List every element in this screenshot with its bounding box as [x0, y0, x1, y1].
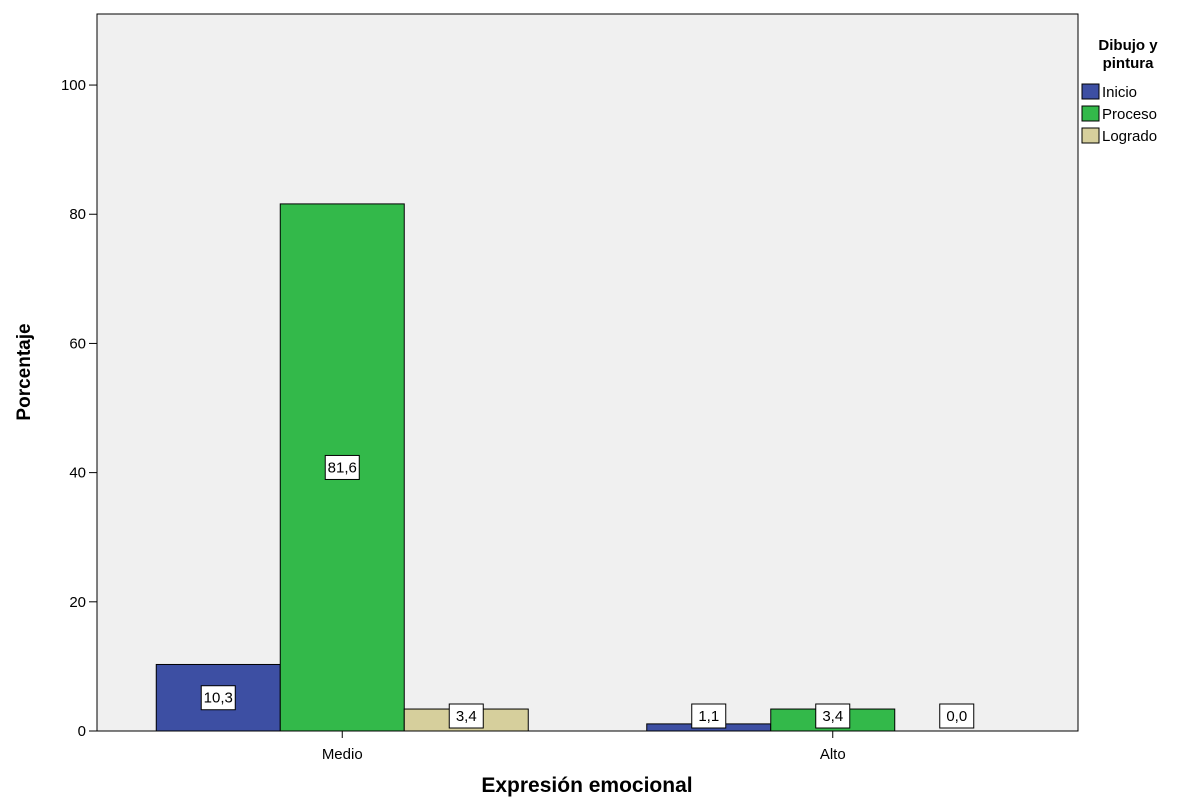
x-axis-title: Expresión emocional: [481, 774, 692, 797]
legend-label-inicio: Inicio: [1102, 84, 1137, 101]
data-label-medio-inicio: 10,3: [200, 685, 236, 711]
legend-title-line-2: pintura: [1103, 55, 1154, 72]
data-label-text: 81,6: [328, 459, 357, 476]
legend-swatch-logrado: [1081, 127, 1100, 144]
data-label-box: [200, 685, 236, 711]
x-tick-label-medio: Medio: [322, 746, 363, 763]
y-tick-label-80: 80: [69, 206, 86, 223]
x-axis: Medio Alto: [322, 731, 846, 763]
data-label-box: [324, 454, 360, 480]
legend-title-line-1: Dibujo y: [1098, 37, 1158, 54]
data-labels-group: 10,3 81,6 3,4 1,1 3,4 0,0: [200, 454, 975, 729]
x-tick-label-alto: Alto: [820, 746, 846, 763]
plot-area: [96, 13, 1079, 732]
legend-label-proceso: Proceso: [1102, 106, 1157, 123]
y-axis-title: Porcentaje: [14, 323, 35, 420]
y-tick-label-0: 0: [78, 723, 86, 740]
legend-item-proceso: Proceso: [1081, 105, 1157, 123]
data-label-box: [691, 703, 727, 729]
y-tick-label-60: 60: [69, 335, 86, 352]
y-tick-label-40: 40: [69, 465, 86, 482]
data-label-alto-proceso: 3,4: [815, 703, 851, 729]
data-label-box: [939, 703, 975, 729]
data-label-text: 3,4: [456, 708, 477, 725]
data-label-box: [815, 703, 851, 729]
data-label-box: [448, 703, 484, 729]
data-label-medio-proceso: 81,6: [324, 454, 360, 480]
legend-swatch-inicio: [1081, 83, 1100, 100]
data-label-text: 3,4: [822, 708, 843, 725]
legend: Dibujo y pintura Inicio Proceso Logrado: [1081, 37, 1158, 145]
legend-item-inicio: Inicio: [1081, 83, 1137, 101]
legend-label-logrado: Logrado: [1102, 128, 1157, 145]
y-tick-label-100: 100: [61, 77, 86, 94]
data-label-text: 1,1: [698, 708, 719, 725]
y-axis: 0 20 40 60 80 100: [61, 77, 97, 740]
data-label-medio-logrado: 3,4: [448, 703, 484, 729]
data-label-text: 0,0: [946, 708, 967, 725]
data-label-alto-logrado: 0,0: [939, 703, 975, 729]
legend-swatch-proceso: [1081, 105, 1100, 122]
y-tick-label-20: 20: [69, 594, 86, 611]
legend-item-logrado: Logrado: [1081, 127, 1157, 145]
data-label-alto-inicio: 1,1: [691, 703, 727, 729]
data-label-text: 10,3: [204, 690, 233, 707]
